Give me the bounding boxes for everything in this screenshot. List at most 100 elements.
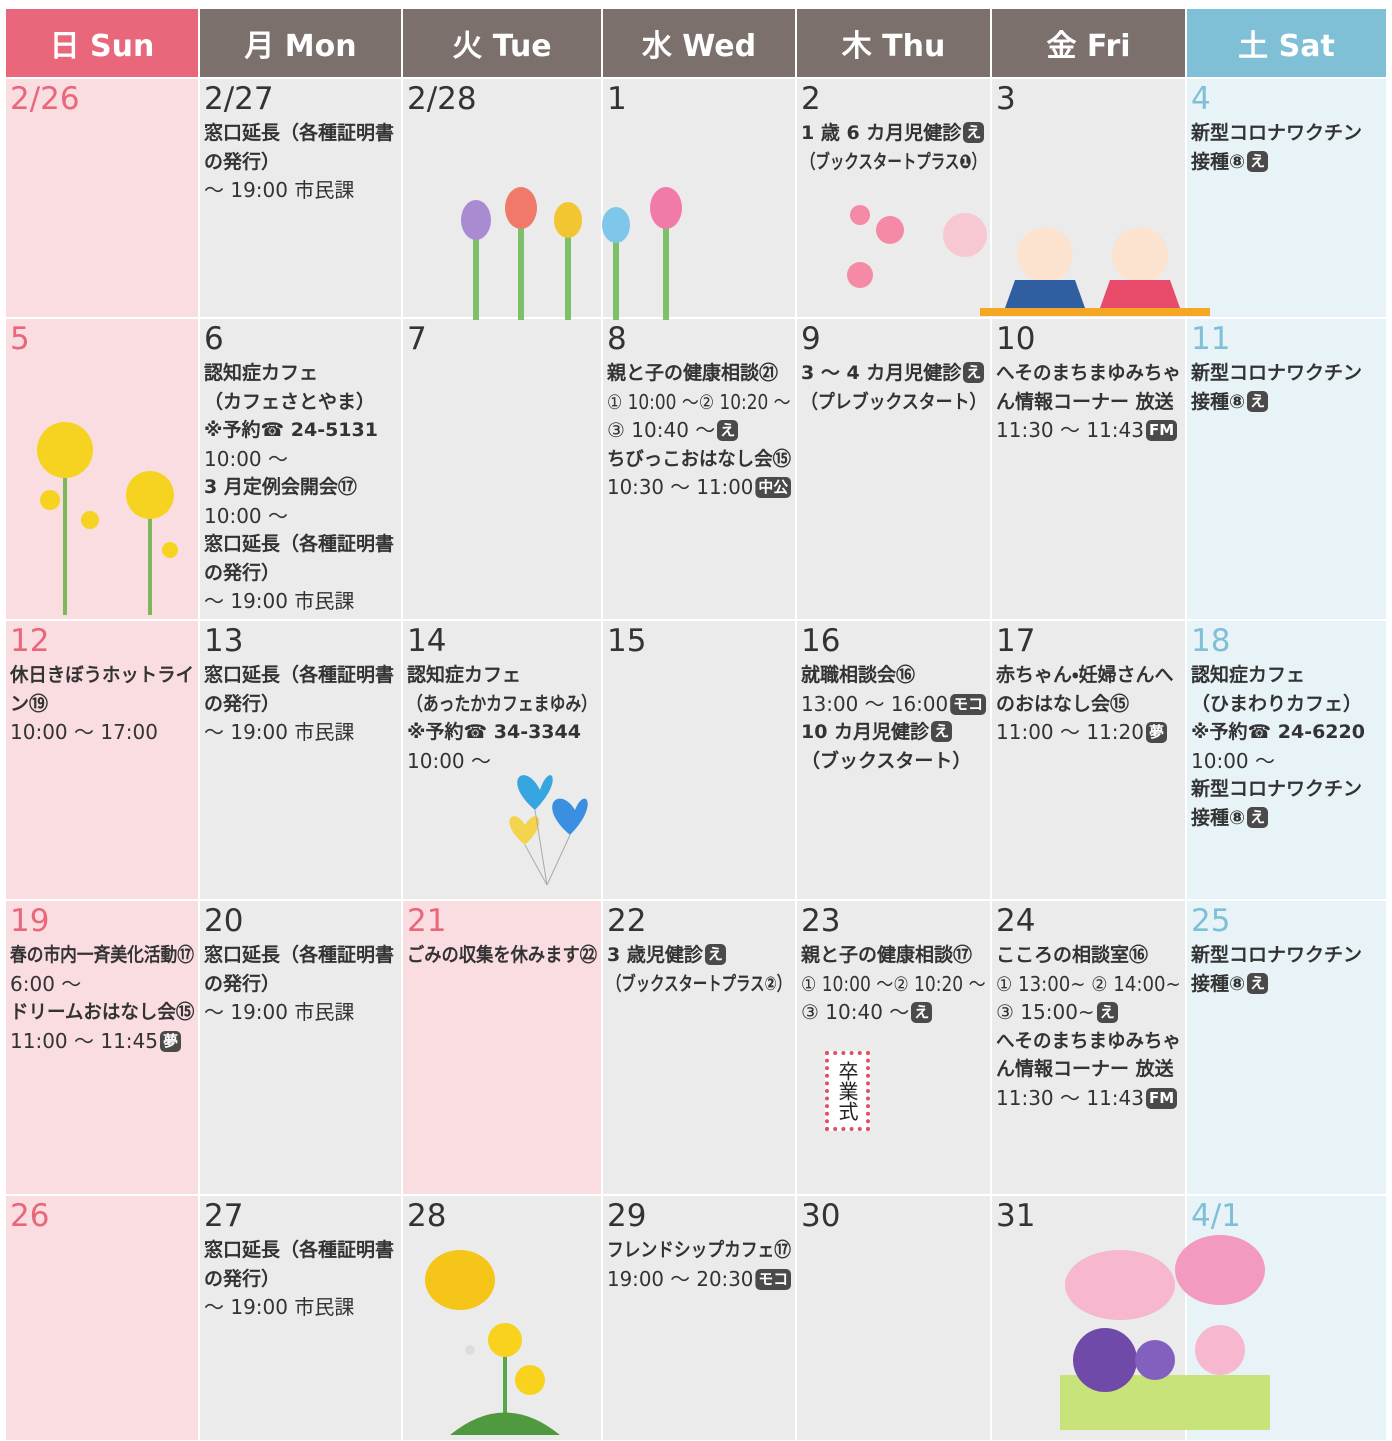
event-text: （ひまわりカフェ） xyxy=(1191,692,1363,715)
date-number: 27 xyxy=(204,1198,244,1234)
event-list: 新型コロナワクチン 接種⑧ え xyxy=(1191,941,1384,998)
event-text: のおはなし会⑮ xyxy=(996,692,1130,715)
event-line: （ブックスタートプラス❶） xyxy=(801,148,986,177)
day-cell: 30 xyxy=(797,1196,990,1440)
event-line: 新型コロナワクチン xyxy=(1191,359,1362,388)
venue-badge: え xyxy=(717,420,739,441)
event-line: 新型コロナワクチン xyxy=(1191,775,1362,804)
event-text: 10:00 ～ xyxy=(407,748,491,773)
event-line: ※予約☎ 24-5131 xyxy=(204,416,378,445)
event-text: 6:00 ～ xyxy=(10,971,82,996)
event-line: 3 ～ 4 カ月児健診え xyxy=(801,359,985,388)
date-number: 5 xyxy=(10,321,30,357)
venue-badge: FM xyxy=(1146,1087,1178,1109)
event-text: 赤ちゃん・妊婦さんへ xyxy=(996,664,1174,686)
date-number: 29 xyxy=(607,1198,647,1234)
day-cell: 11 新型コロナワクチン 接種⑧ え xyxy=(1187,319,1386,619)
event-text: ※予約☎ 24-6220 xyxy=(1191,721,1365,743)
day-cell: 4/1 xyxy=(1187,1196,1386,1440)
event-list: 窓口延長（各種証明書 の発行） ～ 19:00 市民課 xyxy=(204,661,399,747)
event-list: 親と子の健康相談㉑ ① 10:00 ～② 10:20 ～ ③ 10:40 ～えちびっ… xyxy=(607,359,793,502)
date-number: 11 xyxy=(1191,321,1231,357)
event-list: 認知症カフェ （ひまわりカフェ） ※予約☎ 24-6220 10:00 ～ 新型コロナワ… xyxy=(1191,661,1384,832)
day-cell: 10 へそのまちまゆみちゃ ん情報コーナー 放送 11:30 ～ 11:43 FM xyxy=(992,319,1185,619)
event-line: 10 カ月児健診え xyxy=(801,718,953,747)
day-cell: 1 xyxy=(603,79,795,317)
day-cell: 15 xyxy=(603,621,795,899)
event-text: の発行） xyxy=(204,150,281,173)
event-line: ① 10:00 ～② 10:20 ～ xyxy=(801,970,986,999)
event-line: の発行） xyxy=(204,559,280,588)
event-line: フレンドシップカフェ⑰ xyxy=(607,1236,791,1265)
event-list: 1 歳 6 カ月児健診え（ブックスタートプラス❶） xyxy=(801,119,988,176)
event-line: へそのまちまゆみちゃ xyxy=(996,1027,1181,1056)
date-number: 13 xyxy=(204,623,244,659)
event-line: 窓口延長（各種証明書 xyxy=(204,1236,394,1265)
event-list: 赤ちゃん・妊婦さんへ のおはなし会⑮ 11:00 ～ 11:20 夢 xyxy=(996,661,1183,747)
venue-badge: モコ xyxy=(950,693,987,715)
event-line: ① 13:00~ ② 14:00~ xyxy=(996,970,1181,999)
event-line: ん情報コーナー 放送 xyxy=(996,388,1174,417)
date-number: 26 xyxy=(10,1198,50,1234)
event-text: ③ 10:40 ～ xyxy=(607,418,716,442)
event-line: 10:00 ～ 17:00 xyxy=(10,718,158,747)
event-line: のおはなし会⑮ xyxy=(996,690,1129,719)
event-line: の発行） xyxy=(204,1265,280,1294)
event-list: フレンドシップカフェ⑰ 19:00 ～ 20:30 モコ xyxy=(607,1236,793,1293)
day-cell: 2/28 xyxy=(403,79,601,317)
venue-badge: え xyxy=(704,944,726,965)
event-line: 11:30 ～ 11:43 FM xyxy=(996,1084,1178,1113)
event-line: ん情報コーナー 放送 xyxy=(996,1055,1174,1084)
event-line: 6:00 ～ xyxy=(10,970,81,999)
event-line: ～ 19:00 市民課 xyxy=(204,718,354,747)
event-line: 10:00 ～ xyxy=(204,502,288,531)
event-text: 10:30 ～ 11:00 xyxy=(607,475,754,499)
event-text: 親と子の健康相談㉑ xyxy=(607,362,779,384)
event-line: へそのまちまゆみちゃ xyxy=(996,359,1181,388)
event-text: 休日きぼうホットライ xyxy=(10,664,195,686)
event-text: 接種⑧ xyxy=(1191,390,1246,413)
event-line: 接種⑧ え xyxy=(1191,970,1269,999)
day-cell: 4 新型コロナワクチン 接種⑧ え xyxy=(1187,79,1386,317)
event-list: 認知症カフェ （あったかカフェまゆみ） ※予約☎ 34-3344 10:00 ～ xyxy=(407,661,599,775)
day-cell: 20 窓口延長（各種証明書 の発行） ～ 19:00 市民課 xyxy=(200,901,401,1194)
event-text: ～ 19:00 市民課 xyxy=(204,178,355,202)
date-number: 8 xyxy=(607,321,627,357)
date-number: 22 xyxy=(607,903,647,939)
event-line: （ブックスタート） xyxy=(801,747,971,776)
event-text: 認知症カフェ xyxy=(1191,664,1306,686)
day-cell: 12 休日きぼうホットライ ン⑲ 10:00 ～ 17:00 xyxy=(6,621,198,899)
event-text: 窓口延長（各種証明書 xyxy=(204,122,395,144)
event-line: ちびっこおはなし会⑮ xyxy=(607,445,791,474)
event-text: 春の市内一斉美化活動⑰ xyxy=(10,944,195,966)
date-number: 4/1 xyxy=(1191,1198,1241,1234)
day-cell: 7 xyxy=(403,319,601,619)
venue-badge: え xyxy=(1247,150,1269,172)
date-number: 20 xyxy=(204,903,244,939)
event-line: 赤ちゃん・妊婦さんへ xyxy=(996,661,1173,690)
event-line: 11:00 ～ 11:20 夢 xyxy=(996,718,1168,747)
event-list: 3 ～ 4 カ月児健診え（プレブックスタート） xyxy=(801,359,988,416)
event-text: （カフェさとやま） xyxy=(204,390,376,413)
event-line: 就職相談会⑯ xyxy=(801,661,915,690)
event-line: 10:00 ～ xyxy=(407,747,491,776)
event-text: ③ 10:40 ～ xyxy=(801,1000,910,1024)
date-number: 31 xyxy=(996,1198,1036,1234)
event-text: 接種⑧ xyxy=(1191,806,1246,829)
date-number: 30 xyxy=(801,1198,841,1234)
event-line: 親と子の健康相談⑰ xyxy=(801,941,972,970)
event-line: ドリームおはなし会⑮ xyxy=(10,998,194,1027)
date-number: 9 xyxy=(801,321,821,357)
event-line: ③ 15:00~ え xyxy=(996,998,1118,1027)
day-cell: 28 xyxy=(403,1196,601,1440)
day-cell: 21 ごみの収集を休みます㉒ xyxy=(403,901,601,1194)
event-line: 13:00 ～ 16:00 モコ xyxy=(801,690,987,719)
event-line: 休日きぼうホットライ xyxy=(10,661,194,690)
event-line: 認知症カフェ xyxy=(407,661,521,690)
day-cell: 2/26 xyxy=(6,79,198,317)
day-cell: 16 就職相談会⑯ 13:00 ～ 16:00 モコ 10 カ月児健診え（ブックスタート… xyxy=(797,621,990,899)
event-line: ① 10:00 ～② 10:20 ～ xyxy=(607,388,791,417)
